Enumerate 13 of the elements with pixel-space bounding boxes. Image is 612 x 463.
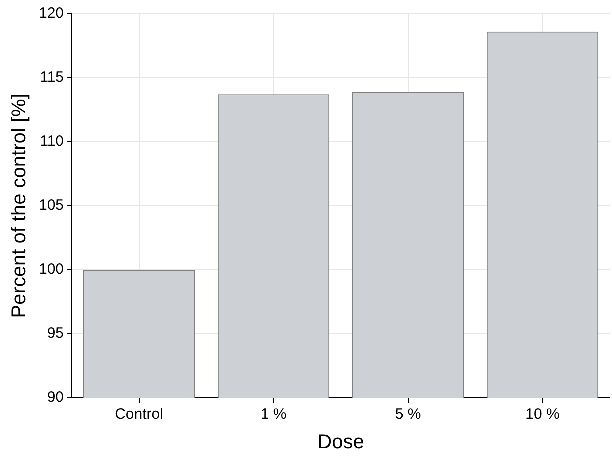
y-tick-label: 115: [40, 69, 64, 86]
y-tick-label: 100: [38, 261, 64, 278]
x-axis-title: Dose: [318, 432, 364, 454]
y-tick-label: 105: [38, 197, 64, 214]
y-tick-label: 90: [47, 389, 64, 406]
y-tick-label: 110: [40, 133, 64, 150]
x-tick-label: 5 %: [395, 406, 422, 424]
y-tick-label: 95: [47, 325, 64, 342]
y-tick-label: 120: [38, 5, 64, 22]
x-tick-label: 10 %: [526, 406, 560, 424]
x-tick-label: Control: [115, 406, 164, 424]
y-axis-title: Percent of the control [%]: [8, 94, 31, 318]
x-tick-label: 1 %: [260, 406, 287, 424]
